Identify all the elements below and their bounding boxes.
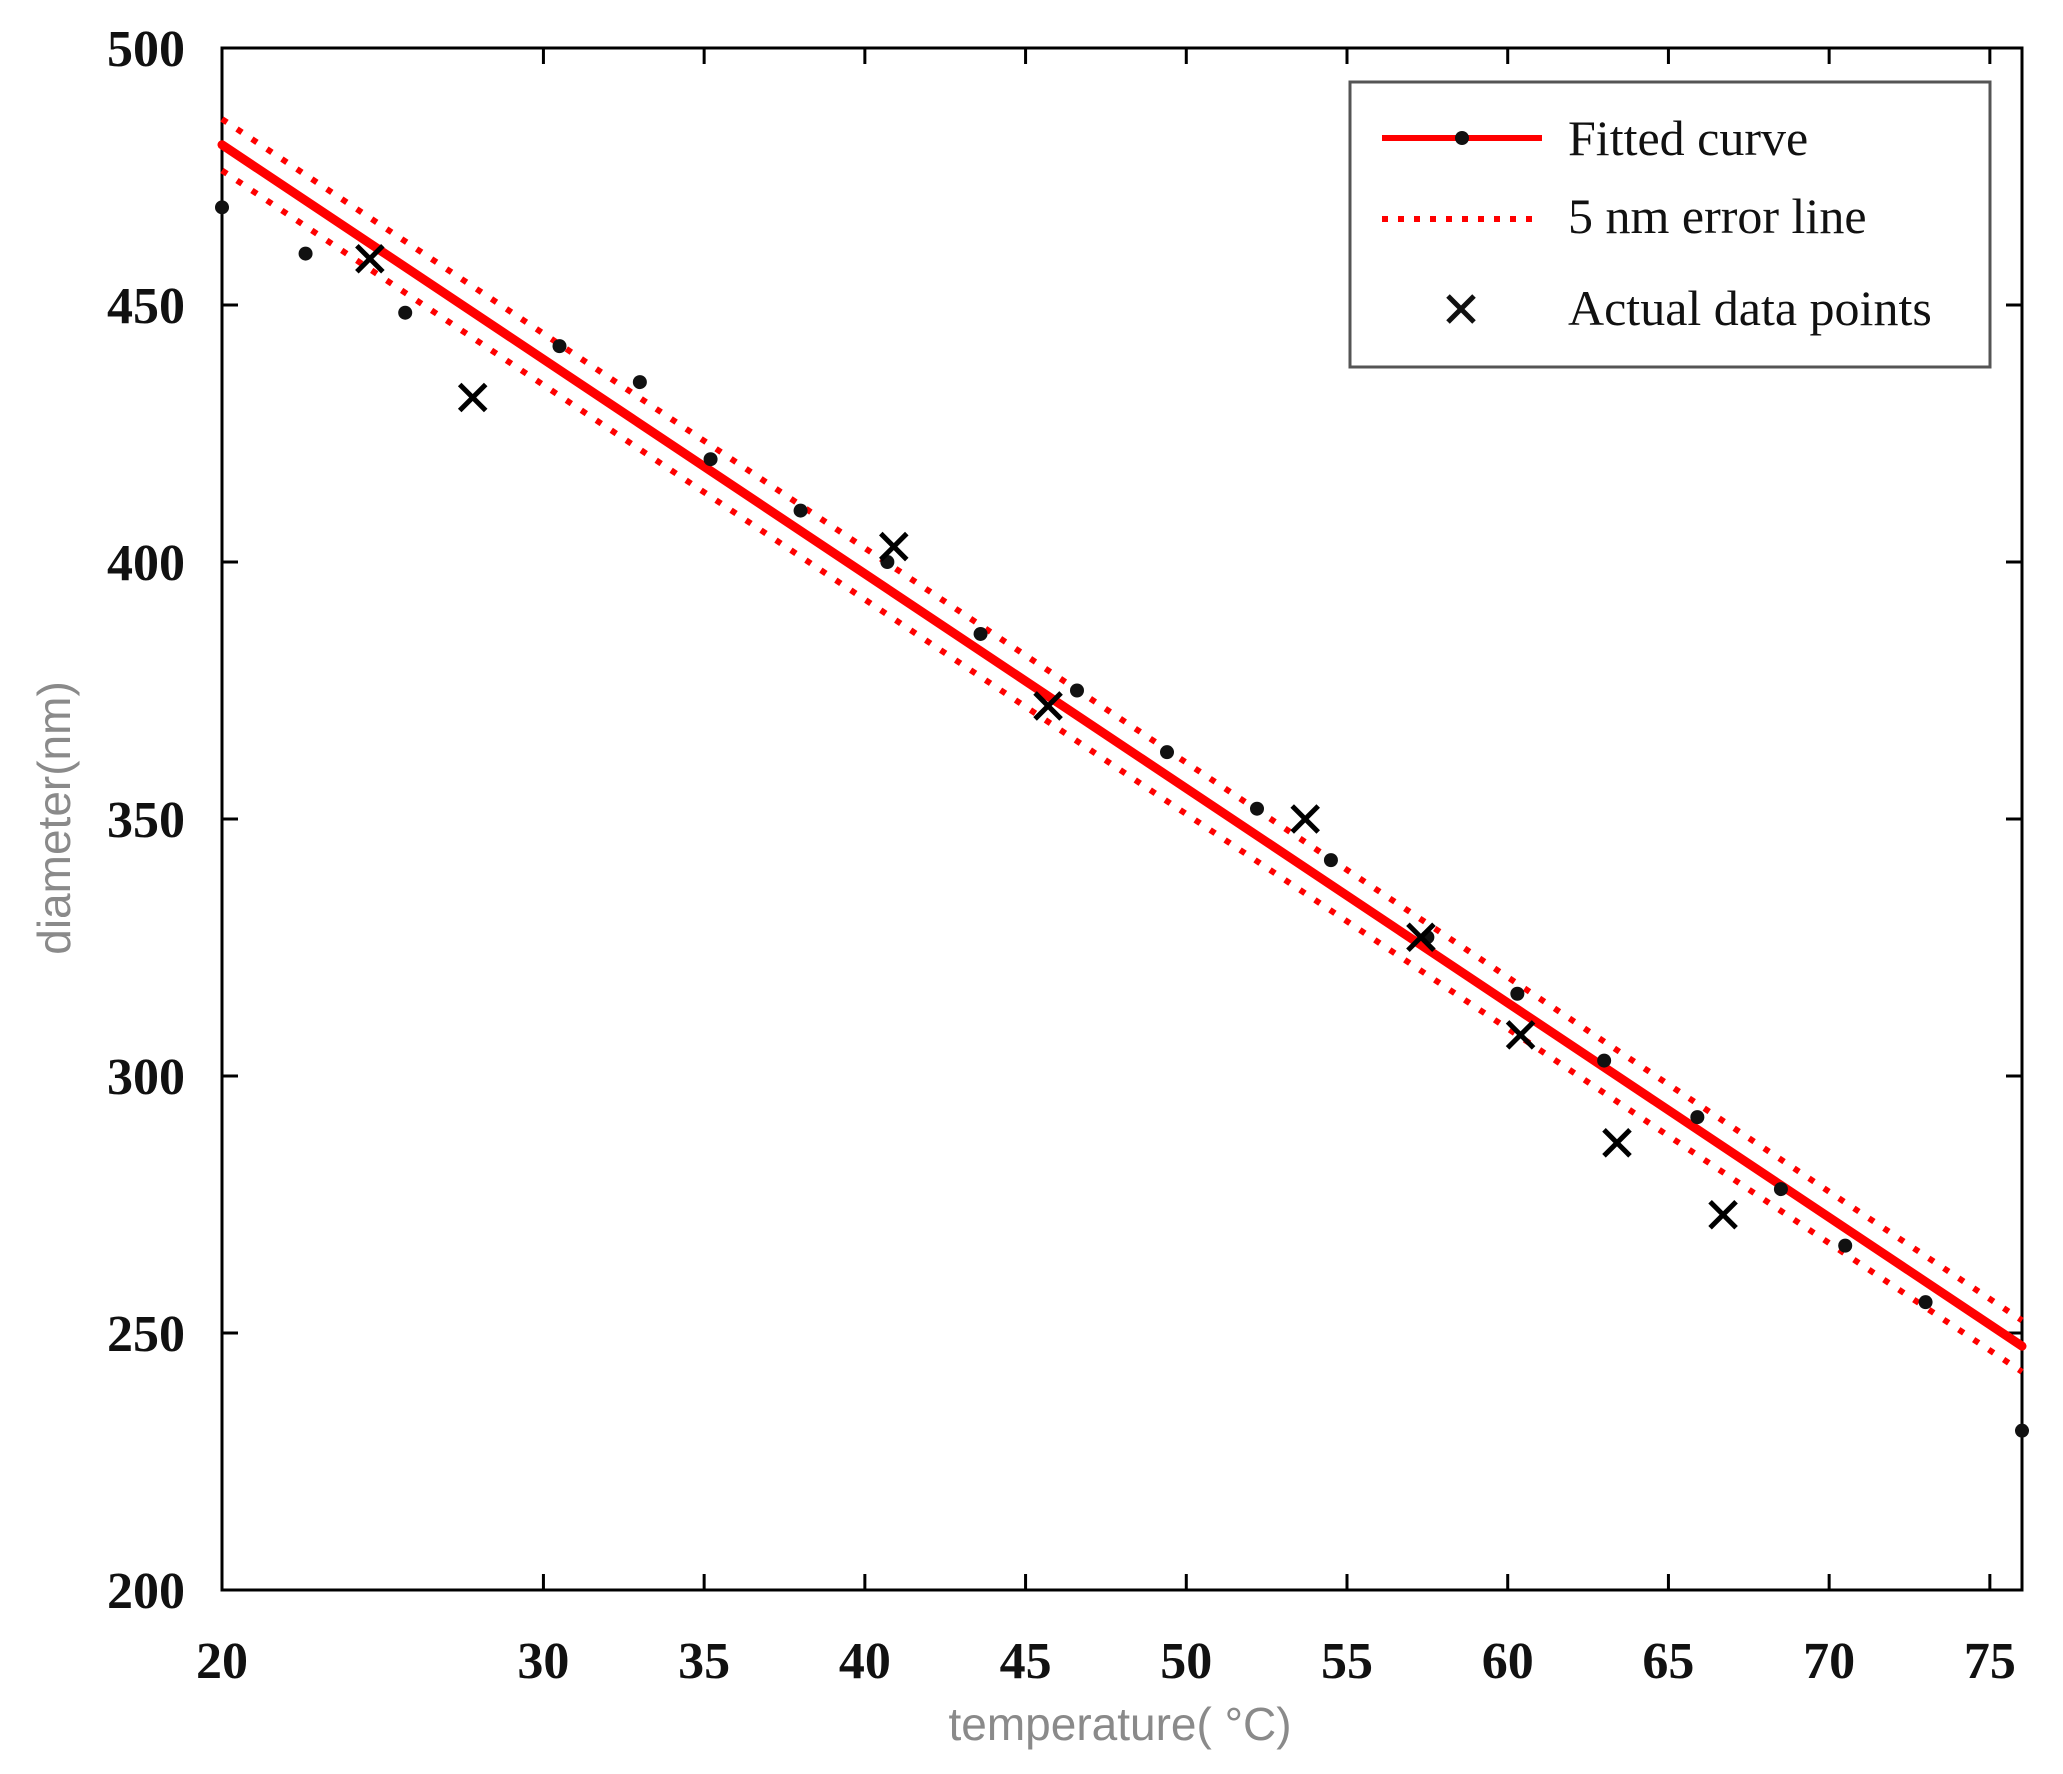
fitted-curve-point xyxy=(793,503,808,518)
actual-data-point xyxy=(1505,1020,1536,1050)
axes xyxy=(220,46,2024,1592)
fitted-curve-point xyxy=(2015,1423,2029,1438)
actual-data-point-stroke xyxy=(1708,1200,1738,1230)
legend-label-error-line: 5 nm error line xyxy=(1568,188,1867,244)
error-line-upper xyxy=(220,116,2024,1323)
tick-labels: 20 30 35 40 45 50 55 60 65 70 75 200 250 300 350 400 450… xyxy=(107,21,2016,1690)
actual-data-point xyxy=(1290,804,1320,834)
series-layer xyxy=(215,116,2029,1438)
actual-data-point-stroke xyxy=(457,382,488,413)
actual-data-point xyxy=(879,531,909,562)
x-tick-label: 75 xyxy=(1964,1633,2016,1690)
y-tick-label: 250 xyxy=(107,1306,185,1363)
fitted-curve-point xyxy=(552,339,567,354)
y-tick-label: 500 xyxy=(107,21,185,78)
legend-x-marker-sample xyxy=(1446,294,1476,324)
legend: Fitted curve 5 nm error line Actual data… xyxy=(1348,80,1992,369)
actual-data-point-stroke xyxy=(879,531,909,562)
y-tick-label: 350 xyxy=(107,792,185,849)
actual-data-point-stroke xyxy=(1290,804,1320,834)
actual-data-point xyxy=(1602,1128,1632,1158)
y-tick-label: 450 xyxy=(107,278,185,335)
actual-data-point-stroke xyxy=(1033,691,1063,721)
actual-data-point xyxy=(1033,691,1063,721)
x-tick-label: 20 xyxy=(196,1633,248,1690)
fitted-curve-point xyxy=(973,626,988,641)
fitted-curve-point xyxy=(1250,801,1264,816)
fitted-curve-point xyxy=(1773,1182,1788,1197)
x-tick-label: 30 xyxy=(517,1633,569,1690)
actual-data-point xyxy=(355,243,385,274)
fitted-curve-point xyxy=(398,305,413,320)
fitted-curve-point xyxy=(1323,853,1338,868)
fitted-curve-point xyxy=(1918,1295,1933,1310)
x-tick-label: 35 xyxy=(678,1633,730,1690)
x-tick-label: 55 xyxy=(1321,1633,1373,1690)
y-tick-label: 200 xyxy=(107,1563,185,1620)
fitted-curve-point xyxy=(1510,986,1525,1001)
fitted-curve-point xyxy=(1690,1110,1705,1125)
x-tick-label: 40 xyxy=(839,1633,891,1690)
fitted-curve-point xyxy=(215,200,229,215)
x-tick-label: 45 xyxy=(1000,1633,1052,1690)
y-axis-title: diameter(nm) xyxy=(28,681,80,955)
fitted-curve-point xyxy=(1070,683,1084,698)
fitted-curve-point xyxy=(1160,745,1174,760)
x-tick-label: 60 xyxy=(1482,1633,1534,1690)
error-line-lower xyxy=(220,167,2024,1375)
fitted-curve-point xyxy=(1838,1238,1853,1253)
legend-label-actual-points: Actual data points xyxy=(1568,280,1932,336)
fitted-curve-point xyxy=(1597,1053,1612,1068)
x-tick-label: 50 xyxy=(1160,1633,1212,1690)
x-tick-label: 65 xyxy=(1642,1633,1694,1690)
y-tick-label: 400 xyxy=(107,535,185,592)
fitted-curve-point xyxy=(298,246,313,261)
actual-data-point-stroke xyxy=(1505,1020,1536,1050)
actual-data-point-stroke xyxy=(1406,922,1436,952)
x-axis-title: temperature( °C) xyxy=(948,1698,1291,1750)
x-tick-label: 70 xyxy=(1803,1633,1855,1690)
y-tick-label: 300 xyxy=(107,1049,185,1106)
legend-label-fitted-curve: Fitted curve xyxy=(1568,110,1808,166)
actual-data-point xyxy=(457,382,488,413)
fitted-curve-line xyxy=(217,140,2027,1351)
legend-box xyxy=(1348,80,1992,369)
actual-data-point xyxy=(1708,1200,1738,1230)
fitted-curve-point xyxy=(632,375,647,390)
legend-fit-marker-sample xyxy=(1455,131,1469,145)
fitted-curve-point xyxy=(703,452,718,467)
actual-data-point-stroke xyxy=(1602,1128,1632,1158)
actual-data-point-stroke xyxy=(355,243,385,274)
actual-data-point xyxy=(1406,922,1436,952)
